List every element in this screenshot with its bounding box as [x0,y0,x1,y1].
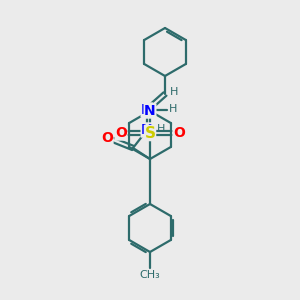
Text: H: H [157,124,165,134]
Text: N: N [141,103,153,117]
Text: H: H [170,87,178,97]
Text: N: N [144,104,156,118]
Text: O: O [173,126,185,140]
Text: H: H [169,104,177,114]
Text: N: N [141,123,153,137]
Text: O: O [115,126,127,140]
Text: S: S [145,125,155,140]
Text: CH₃: CH₃ [140,270,160,280]
Text: O: O [101,131,113,145]
